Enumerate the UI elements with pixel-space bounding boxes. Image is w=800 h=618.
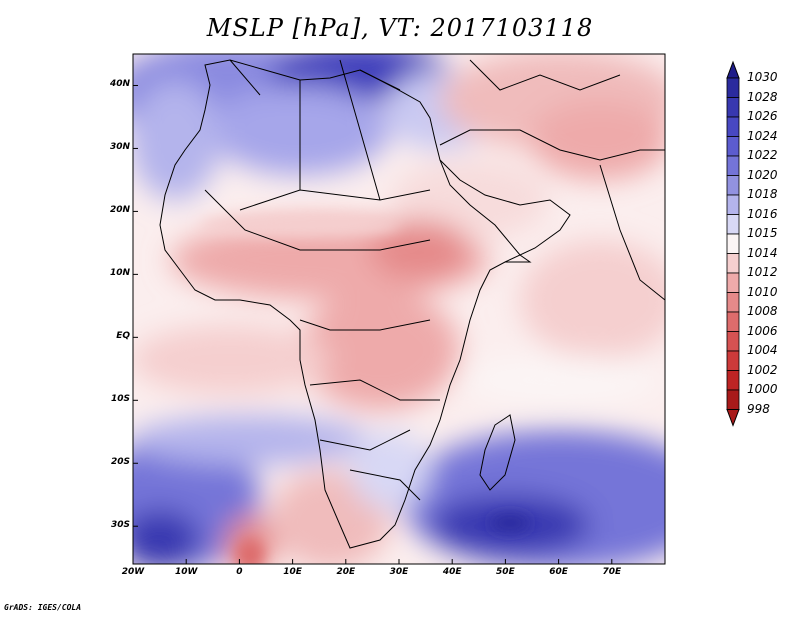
lat-tick-label: 20S — [110, 457, 130, 468]
colorbar-level-label: 1015 — [747, 226, 778, 240]
pressure-field — [133, 54, 665, 564]
colorbar-level-label: 1020 — [747, 167, 778, 182]
lat-tick-label: 20N — [109, 205, 130, 216]
lon-tick-label: 20E — [336, 567, 356, 577]
colorbar-level-label: 1024 — [747, 128, 778, 143]
colorbar-min-arrow — [726, 409, 740, 427]
lat-tick-label: 30N — [109, 142, 130, 153]
coastlines — [159, 59, 665, 549]
colorbar-swatch — [726, 311, 740, 332]
lon-tick-label: 70E — [602, 567, 622, 577]
colorbar-level-label: 1030 — [747, 70, 778, 84]
axis-tickmarks — [132, 84, 613, 564]
chart-title: MSLP [hPa], VT: 2017103118 — [206, 14, 594, 42]
colorbar-swatch — [726, 194, 740, 215]
colorbar-level-label: 1006 — [747, 323, 778, 338]
colorbar-swatch — [726, 77, 740, 98]
lon-tick-label: 10W — [174, 567, 198, 577]
colorbar-level-label: 1018 — [747, 187, 778, 201]
colorbar-swatch — [726, 116, 740, 137]
colorbar-level-label: 1022 — [747, 148, 778, 162]
lon-tick-label: 10E — [283, 567, 302, 577]
colorbar-level-label: 1008 — [747, 304, 778, 318]
colorbar-level-label: 1014 — [747, 245, 778, 260]
colorbar — [726, 60, 740, 427]
colorbar-swatch — [726, 331, 740, 352]
colorbar-swatch — [726, 253, 740, 274]
colorbar-swatch — [726, 136, 740, 157]
colorbar-swatch — [726, 155, 740, 176]
lat-tick-label: 10N — [109, 268, 130, 279]
colorbar-swatch — [726, 370, 740, 391]
lat-tick-label: 10S — [110, 394, 130, 405]
colorbar-swatch — [726, 233, 740, 254]
lon-tick-label: 0 — [236, 567, 243, 577]
lat-tick-label: EQ — [116, 331, 130, 342]
lon-tick-label: 40E — [442, 567, 462, 577]
lat-tick-label: 30S — [110, 520, 130, 531]
lon-tick-label: 20W — [121, 567, 145, 577]
colorbar-level-label: 1026 — [747, 109, 778, 123]
colorbar-max-arrow — [726, 60, 740, 79]
colorbar-level-label: 1012 — [747, 265, 778, 279]
colorbar-swatch — [726, 389, 740, 410]
colorbar-swatch — [726, 214, 740, 235]
lon-tick-label: 60E — [549, 567, 568, 577]
colorbar-level-label: 1010 — [747, 284, 778, 299]
colorbar-level-label: 1004 — [747, 343, 778, 357]
colorbar-swatch — [726, 292, 740, 313]
lon-tick-label: 50E — [496, 567, 515, 577]
colorbar-swatch — [726, 97, 740, 118]
colorbar-level-label: 998 — [747, 401, 770, 416]
colorbar-swatch — [726, 350, 740, 371]
colorbar-swatch — [726, 175, 740, 196]
lon-tick-label: 30E — [389, 567, 409, 577]
colorbar-level-label: 1028 — [747, 89, 778, 104]
colorbar-level-label: 1002 — [747, 362, 778, 377]
lat-tick-label: 40N — [109, 79, 130, 90]
grads-credit: GrADS: IGES/COLA — [4, 603, 82, 612]
colorbar-level-label: 1016 — [747, 206, 778, 221]
colorbar-level-label: 1000 — [747, 382, 778, 396]
colorbar-swatch — [726, 272, 740, 293]
